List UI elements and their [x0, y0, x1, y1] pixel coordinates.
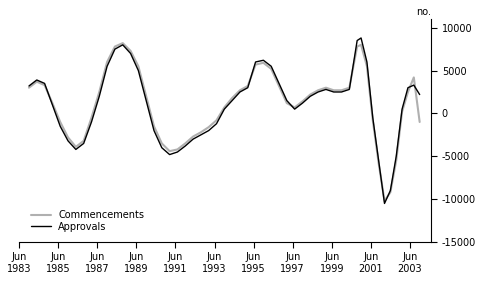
Commencements: [120, 41, 126, 45]
Approvals: [97, 95, 102, 98]
Commencements: [284, 101, 290, 105]
Approvals: [253, 60, 258, 64]
Commencements: [190, 135, 196, 138]
Commencements: [315, 89, 321, 92]
Legend: Commencements, Approvals: Commencements, Approvals: [28, 207, 147, 235]
Commencements: [260, 61, 266, 65]
Line: Commencements: Commencements: [29, 43, 420, 201]
Approvals: [382, 202, 387, 205]
Approvals: [358, 36, 364, 40]
Commencements: [276, 84, 282, 88]
Approvals: [307, 95, 313, 98]
Approvals: [183, 144, 188, 148]
Commencements: [417, 120, 423, 124]
Commencements: [97, 90, 102, 94]
Approvals: [276, 82, 282, 85]
Approvals: [268, 65, 274, 68]
Approvals: [26, 84, 32, 88]
Text: no.: no.: [416, 7, 431, 17]
Line: Approvals: Approvals: [29, 38, 420, 203]
Commencements: [26, 86, 32, 89]
Approvals: [417, 93, 423, 96]
Commencements: [382, 199, 387, 203]
